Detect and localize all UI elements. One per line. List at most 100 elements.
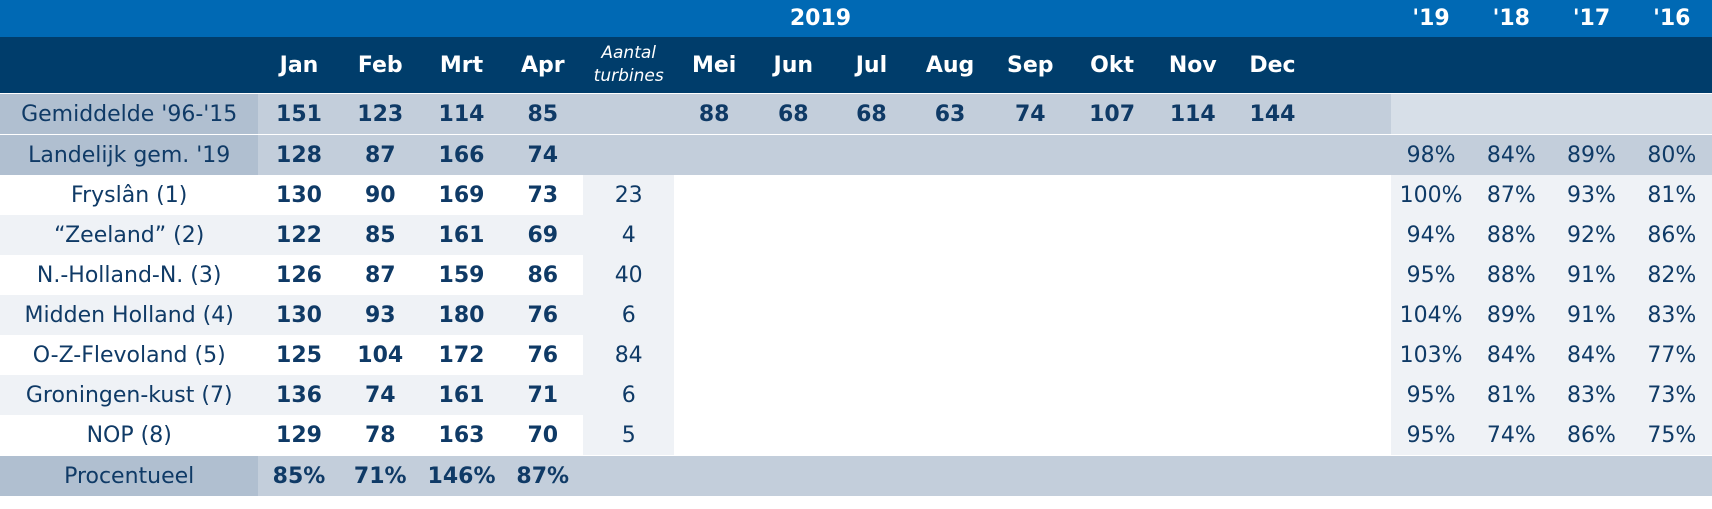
month-value bbox=[910, 215, 990, 255]
month-value bbox=[989, 135, 1071, 175]
month-header: Nov bbox=[1153, 37, 1233, 93]
month-value bbox=[754, 415, 833, 455]
month-value: 163 bbox=[420, 415, 503, 455]
month-value: 90 bbox=[339, 175, 421, 215]
month-value bbox=[754, 335, 833, 375]
row-label: Gemiddelde '96-'15 bbox=[0, 94, 259, 134]
month-value: 87 bbox=[339, 255, 421, 295]
month-value bbox=[1153, 295, 1233, 335]
year-pct: 73% bbox=[1631, 375, 1712, 415]
year-pct: 84% bbox=[1471, 135, 1552, 175]
turbine-count: 5 bbox=[583, 415, 675, 455]
month-value: 128 bbox=[258, 135, 340, 175]
month-header: Apr bbox=[502, 37, 584, 93]
year-col-19: '19 bbox=[1390, 0, 1472, 37]
region-row: Midden Holland (4) 130 93 180 76 6 104% 89% 91% 8… bbox=[0, 295, 1712, 335]
month-value bbox=[910, 255, 990, 295]
month-value bbox=[1232, 175, 1313, 215]
month-value: 78 bbox=[339, 415, 421, 455]
month-value bbox=[989, 255, 1071, 295]
turbines-cell bbox=[583, 94, 675, 134]
turbine-count: 6 bbox=[583, 375, 675, 415]
month-value bbox=[1153, 335, 1233, 375]
month-value: 161 bbox=[420, 375, 503, 415]
month-value: 130 bbox=[258, 295, 340, 335]
month-value bbox=[674, 135, 755, 175]
month-value bbox=[674, 415, 755, 455]
month-value: 123 bbox=[339, 94, 421, 134]
month-value: 107 bbox=[1070, 94, 1154, 134]
year-pct: 86% bbox=[1631, 215, 1712, 255]
blank-cell bbox=[1312, 335, 1391, 375]
month-value bbox=[674, 335, 755, 375]
year-header-row: 2019 '19 '18 '17 '16 bbox=[0, 0, 1712, 37]
header-blank bbox=[1390, 37, 1472, 93]
month-value bbox=[989, 175, 1071, 215]
month-value: 86 bbox=[502, 255, 584, 295]
year-pct-cell bbox=[1551, 94, 1632, 134]
month-header: Mrt bbox=[420, 37, 503, 93]
region-row: O-Z-Flevoland (5) 125 104 172 76 84 103% 84% 84%… bbox=[0, 335, 1712, 375]
month-value bbox=[910, 135, 990, 175]
blank-cell bbox=[1312, 295, 1391, 335]
month-value: 130 bbox=[258, 175, 340, 215]
month-value: 70 bbox=[502, 415, 584, 455]
month-header: Jun bbox=[754, 37, 833, 93]
region-row: Fryslân (1) 130 90 169 73 23 100% 87% 93% 81% bbox=[0, 175, 1712, 215]
month-value bbox=[832, 295, 911, 335]
year-pct: 94% bbox=[1390, 215, 1472, 255]
month-value bbox=[754, 375, 833, 415]
turbines-header: Aantal turbines bbox=[583, 37, 675, 93]
month-value bbox=[754, 215, 833, 255]
month-value: 136 bbox=[258, 375, 340, 415]
turbine-count: 6 bbox=[583, 295, 675, 335]
blank-cell bbox=[1312, 135, 1391, 175]
month-value: 74 bbox=[989, 94, 1071, 134]
header-blank bbox=[1631, 37, 1712, 93]
turbines-header-line1: Aantal bbox=[601, 43, 657, 63]
header-blank bbox=[1551, 37, 1632, 93]
month-value bbox=[989, 215, 1071, 255]
month-value: 88 bbox=[674, 94, 755, 134]
month-value bbox=[674, 175, 755, 215]
blank-cell bbox=[1312, 175, 1391, 215]
year-pct: 83% bbox=[1551, 375, 1632, 415]
year-pct: 98% bbox=[1390, 135, 1472, 175]
year-pct: 75% bbox=[1631, 415, 1712, 455]
blank-cell bbox=[1312, 94, 1391, 134]
month-value: 166 bbox=[420, 135, 503, 175]
month-header: Jan bbox=[258, 37, 340, 93]
region-name: NOP (8) bbox=[0, 415, 259, 455]
month-header: Okt bbox=[1070, 37, 1154, 93]
month-value bbox=[832, 135, 911, 175]
month-value bbox=[1153, 215, 1233, 255]
month-value: 69 bbox=[502, 215, 584, 255]
header-blank bbox=[1471, 37, 1552, 93]
turbine-count: 23 bbox=[583, 175, 675, 215]
region-row: NOP (8) 129 78 163 70 5 95% 74% 86% 75% bbox=[0, 415, 1712, 455]
month-value bbox=[910, 375, 990, 415]
percent-row: Procentueel 85% 71% 146% 87% bbox=[0, 456, 1712, 496]
month-value: 71% bbox=[339, 456, 421, 496]
month-value bbox=[1153, 255, 1233, 295]
row-divider-cell bbox=[0, 455, 1712, 456]
month-value bbox=[832, 415, 911, 455]
year-pct: 84% bbox=[1551, 335, 1632, 375]
month-value bbox=[1070, 295, 1154, 335]
year-pct: 77% bbox=[1631, 335, 1712, 375]
month-value bbox=[1070, 215, 1154, 255]
month-header: Sep bbox=[989, 37, 1071, 93]
year-pct: 88% bbox=[1471, 215, 1552, 255]
year-col-18: '18 bbox=[1471, 0, 1552, 37]
region-row: Groningen-kust (7) 136 74 161 71 6 95% 81% 83% 73… bbox=[0, 375, 1712, 415]
month-value bbox=[910, 175, 990, 215]
year-pct: 83% bbox=[1631, 295, 1712, 335]
year-pct: 95% bbox=[1390, 375, 1472, 415]
month-value: 169 bbox=[420, 175, 503, 215]
blank-cell bbox=[1312, 255, 1391, 295]
month-value bbox=[1232, 135, 1313, 175]
month-value: 68 bbox=[832, 94, 911, 134]
month-value: 144 bbox=[1232, 94, 1313, 134]
month-value: 126 bbox=[258, 255, 340, 295]
region-row: “Zeeland” (2) 122 85 161 69 4 94% 88% 92% 86% bbox=[0, 215, 1712, 255]
